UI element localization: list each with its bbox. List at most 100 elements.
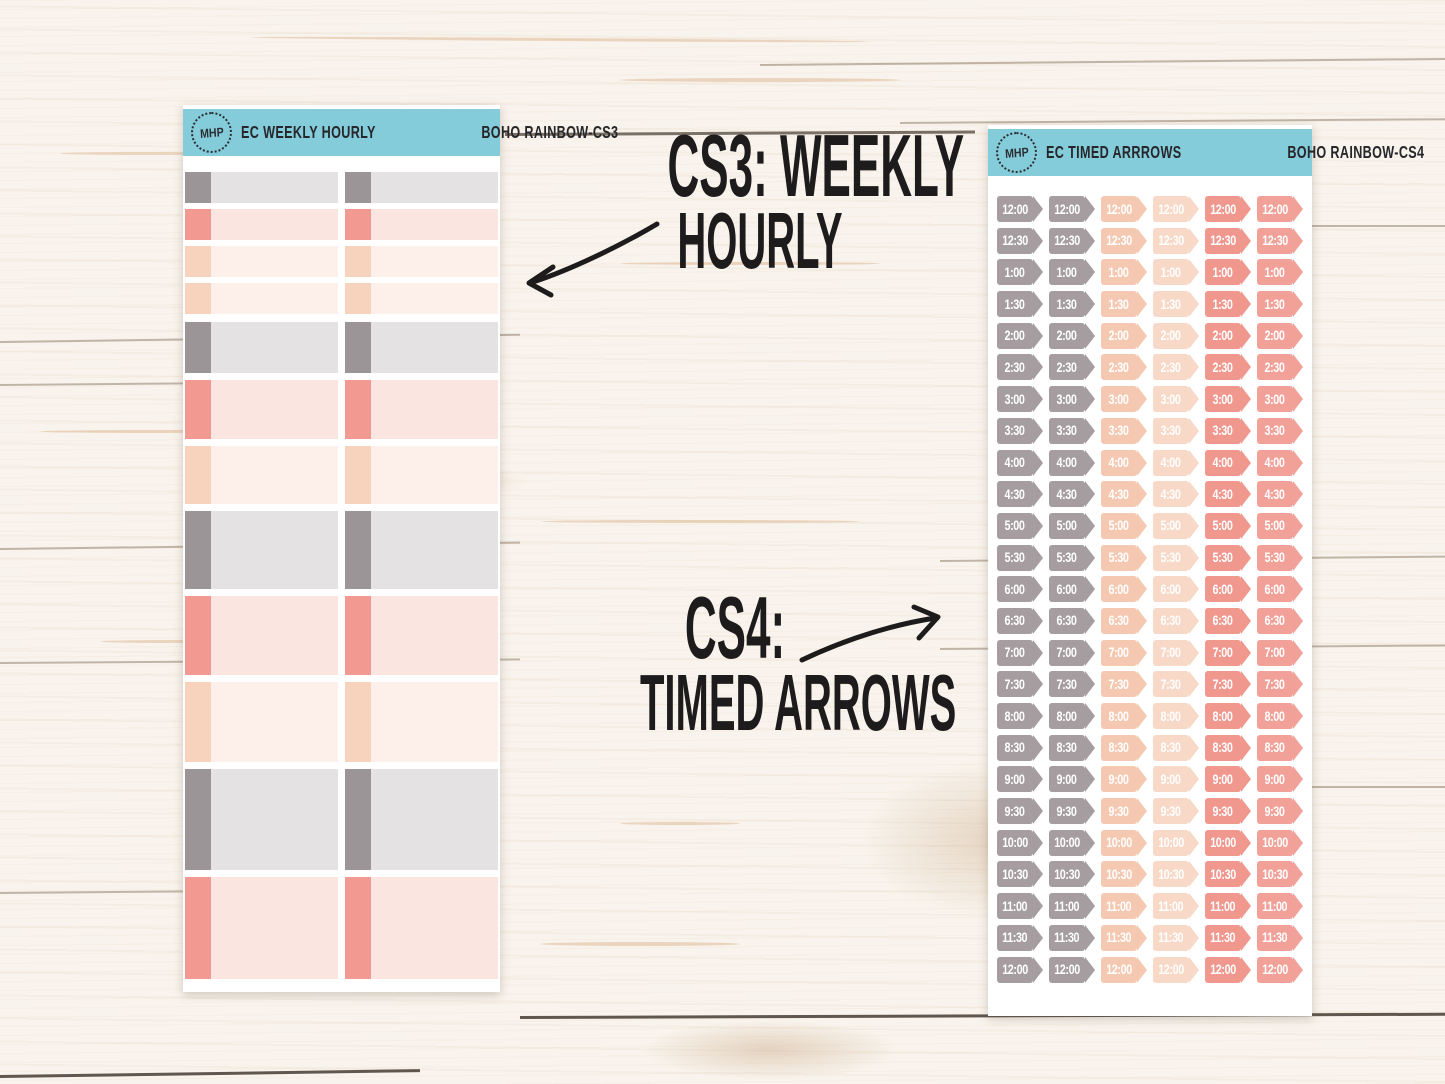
time-label: 6:30 — [1108, 613, 1130, 629]
time-arrow-sticker: 11:00 — [1205, 893, 1251, 920]
time-label: 9:00 — [1212, 771, 1234, 787]
half-box-sticker-peach — [185, 246, 338, 277]
sheet-code: BOHO RAINBOW-CS4 — [1287, 142, 1425, 162]
annotation-cs4-line1: CS4: — [684, 578, 786, 677]
time-label: 8:00 — [1264, 708, 1286, 724]
time-label: 9:00 — [1160, 771, 1182, 787]
time-label: 12:30 — [1106, 233, 1132, 249]
strip-accent-block — [345, 769, 371, 870]
strip-body-block — [371, 596, 498, 675]
time-arrow-sticker: 5:30 — [1153, 544, 1199, 571]
time-arrow-sticker: 3:30 — [997, 417, 1043, 444]
half-box-sticker-pink — [185, 380, 338, 439]
time-label: 1:00 — [1004, 264, 1026, 280]
annotation-cs4-line2: TIMED ARROWS — [640, 658, 957, 748]
time-label: 6:00 — [1212, 581, 1234, 597]
time-label: 1:00 — [1108, 264, 1130, 280]
strip-body-block — [371, 380, 498, 439]
time-arrow-sticker: 7:30 — [1153, 671, 1199, 698]
time-label: 5:00 — [1160, 518, 1182, 534]
time-label: 8:30 — [1212, 740, 1234, 756]
time-arrow-sticker: 4:00 — [1153, 449, 1199, 476]
arrow-row: 5:00 5:00 5:00 5:00 5:00 5:00 — [997, 512, 1303, 539]
time-arrow-sticker: 8:00 — [1049, 703, 1095, 729]
time-label: 1:00 — [1264, 264, 1286, 280]
wood-plank-seam — [1312, 786, 1445, 788]
time-label: 6:30 — [1004, 613, 1026, 629]
time-label: 2:30 — [1004, 359, 1026, 375]
time-label: 10:00 — [1158, 835, 1184, 851]
time-label: 6:00 — [1004, 581, 1026, 597]
time-arrow-sticker: 9:30 — [997, 798, 1043, 825]
time-label: 10:00 — [1054, 835, 1080, 851]
time-label: 9:30 — [1004, 803, 1026, 819]
time-label: 12:00 — [1210, 201, 1236, 217]
arrow-row: 7:00 7:00 7:00 7:00 7:00 7:00 — [997, 639, 1303, 666]
wood-plank-seam — [0, 1069, 420, 1078]
time-arrow-sticker: 11:30 — [1049, 924, 1095, 951]
strip-accent-block — [185, 172, 211, 203]
time-arrow-sticker: 12:30 — [1101, 227, 1147, 254]
time-arrow-sticker: 10:30 — [1205, 861, 1251, 888]
strip-row-pink — [185, 380, 498, 439]
strip-body-block — [371, 322, 498, 373]
time-arrow-sticker: 1:30 — [1205, 291, 1251, 318]
half-box-sticker-pink — [345, 877, 498, 979]
arrow-row: 5:30 5:30 5:30 5:30 5:30 5:30 — [997, 544, 1303, 571]
time-label: 7:00 — [1004, 645, 1026, 661]
time-label: 7:30 — [1212, 676, 1234, 692]
time-label: 4:00 — [1056, 455, 1078, 470]
half-box-sticker-peach — [345, 682, 498, 762]
time-label: 2:00 — [1264, 328, 1286, 344]
arrow-row: 11:30 11:30 11:30 11:30 11:30 11:30 — [997, 924, 1303, 951]
time-arrow-sticker: 12:00 — [997, 956, 1043, 983]
strip-accent-block — [185, 682, 211, 762]
strip-body-block — [211, 209, 338, 240]
time-label: 9:30 — [1056, 803, 1078, 819]
time-label: 1:30 — [1108, 296, 1130, 312]
time-label: 11:00 — [1158, 898, 1184, 914]
strip-accent-block — [185, 380, 211, 439]
time-label: 4:00 — [1108, 455, 1130, 470]
time-label: 9:30 — [1264, 803, 1286, 819]
strip-body-block — [211, 380, 338, 439]
wood-plank-seam — [0, 890, 191, 894]
time-label: 12:00 — [1262, 962, 1288, 977]
strip-accent-block — [345, 596, 371, 675]
time-arrow-sticker: 10:00 — [1101, 829, 1147, 856]
time-label: 4:30 — [1160, 486, 1182, 502]
time-arrow-sticker: 7:00 — [1101, 639, 1147, 666]
time-arrow-sticker: 3:00 — [997, 386, 1043, 413]
time-label: 9:30 — [1212, 803, 1234, 819]
time-arrow-sticker: 2:30 — [1049, 354, 1095, 381]
time-label: 8:30 — [1160, 740, 1182, 756]
strip-body-block — [211, 283, 338, 314]
time-arrow-sticker: 10:30 — [1153, 861, 1199, 888]
half-box-sticker-gray — [345, 322, 498, 373]
strip-body-block — [211, 246, 338, 277]
time-label: 9:00 — [1056, 771, 1078, 787]
strip-row-pink — [185, 596, 498, 675]
time-arrow-sticker: 4:00 — [997, 449, 1043, 476]
time-arrow-sticker: 1:00 — [1101, 259, 1147, 286]
time-label: 7:00 — [1212, 645, 1234, 661]
strip-accent-block — [185, 246, 211, 277]
time-arrow-sticker: 9:00 — [1205, 766, 1251, 793]
time-label: 10:00 — [1002, 835, 1028, 851]
time-label: 6:30 — [1160, 613, 1182, 629]
arrow-row: 4:00 4:00 4:00 4:00 4:00 4:00 — [997, 449, 1303, 476]
sheet-code: BOHO RAINBOW-CS3 — [481, 122, 619, 142]
time-label: 8:00 — [1056, 708, 1078, 724]
time-arrow-sticker: 6:30 — [1049, 607, 1095, 634]
time-label: 6:00 — [1264, 581, 1286, 597]
time-label: 1:30 — [1264, 296, 1286, 312]
time-label: 10:30 — [1106, 866, 1132, 882]
timed-arrows-sheet: MHP EC TIMED ARRROWS BOHO RAINBOW-CS4 12… — [988, 125, 1424, 1016]
time-arrow-sticker: 7:00 — [1153, 639, 1199, 666]
time-label: 7:00 — [1108, 645, 1130, 661]
time-arrow-sticker: 9:30 — [1101, 798, 1147, 825]
time-label: 12:00 — [1002, 962, 1028, 977]
strip-row-peach — [185, 446, 498, 504]
time-arrow-sticker: 12:30 — [1153, 227, 1199, 254]
time-label: 11:30 — [1158, 930, 1184, 946]
